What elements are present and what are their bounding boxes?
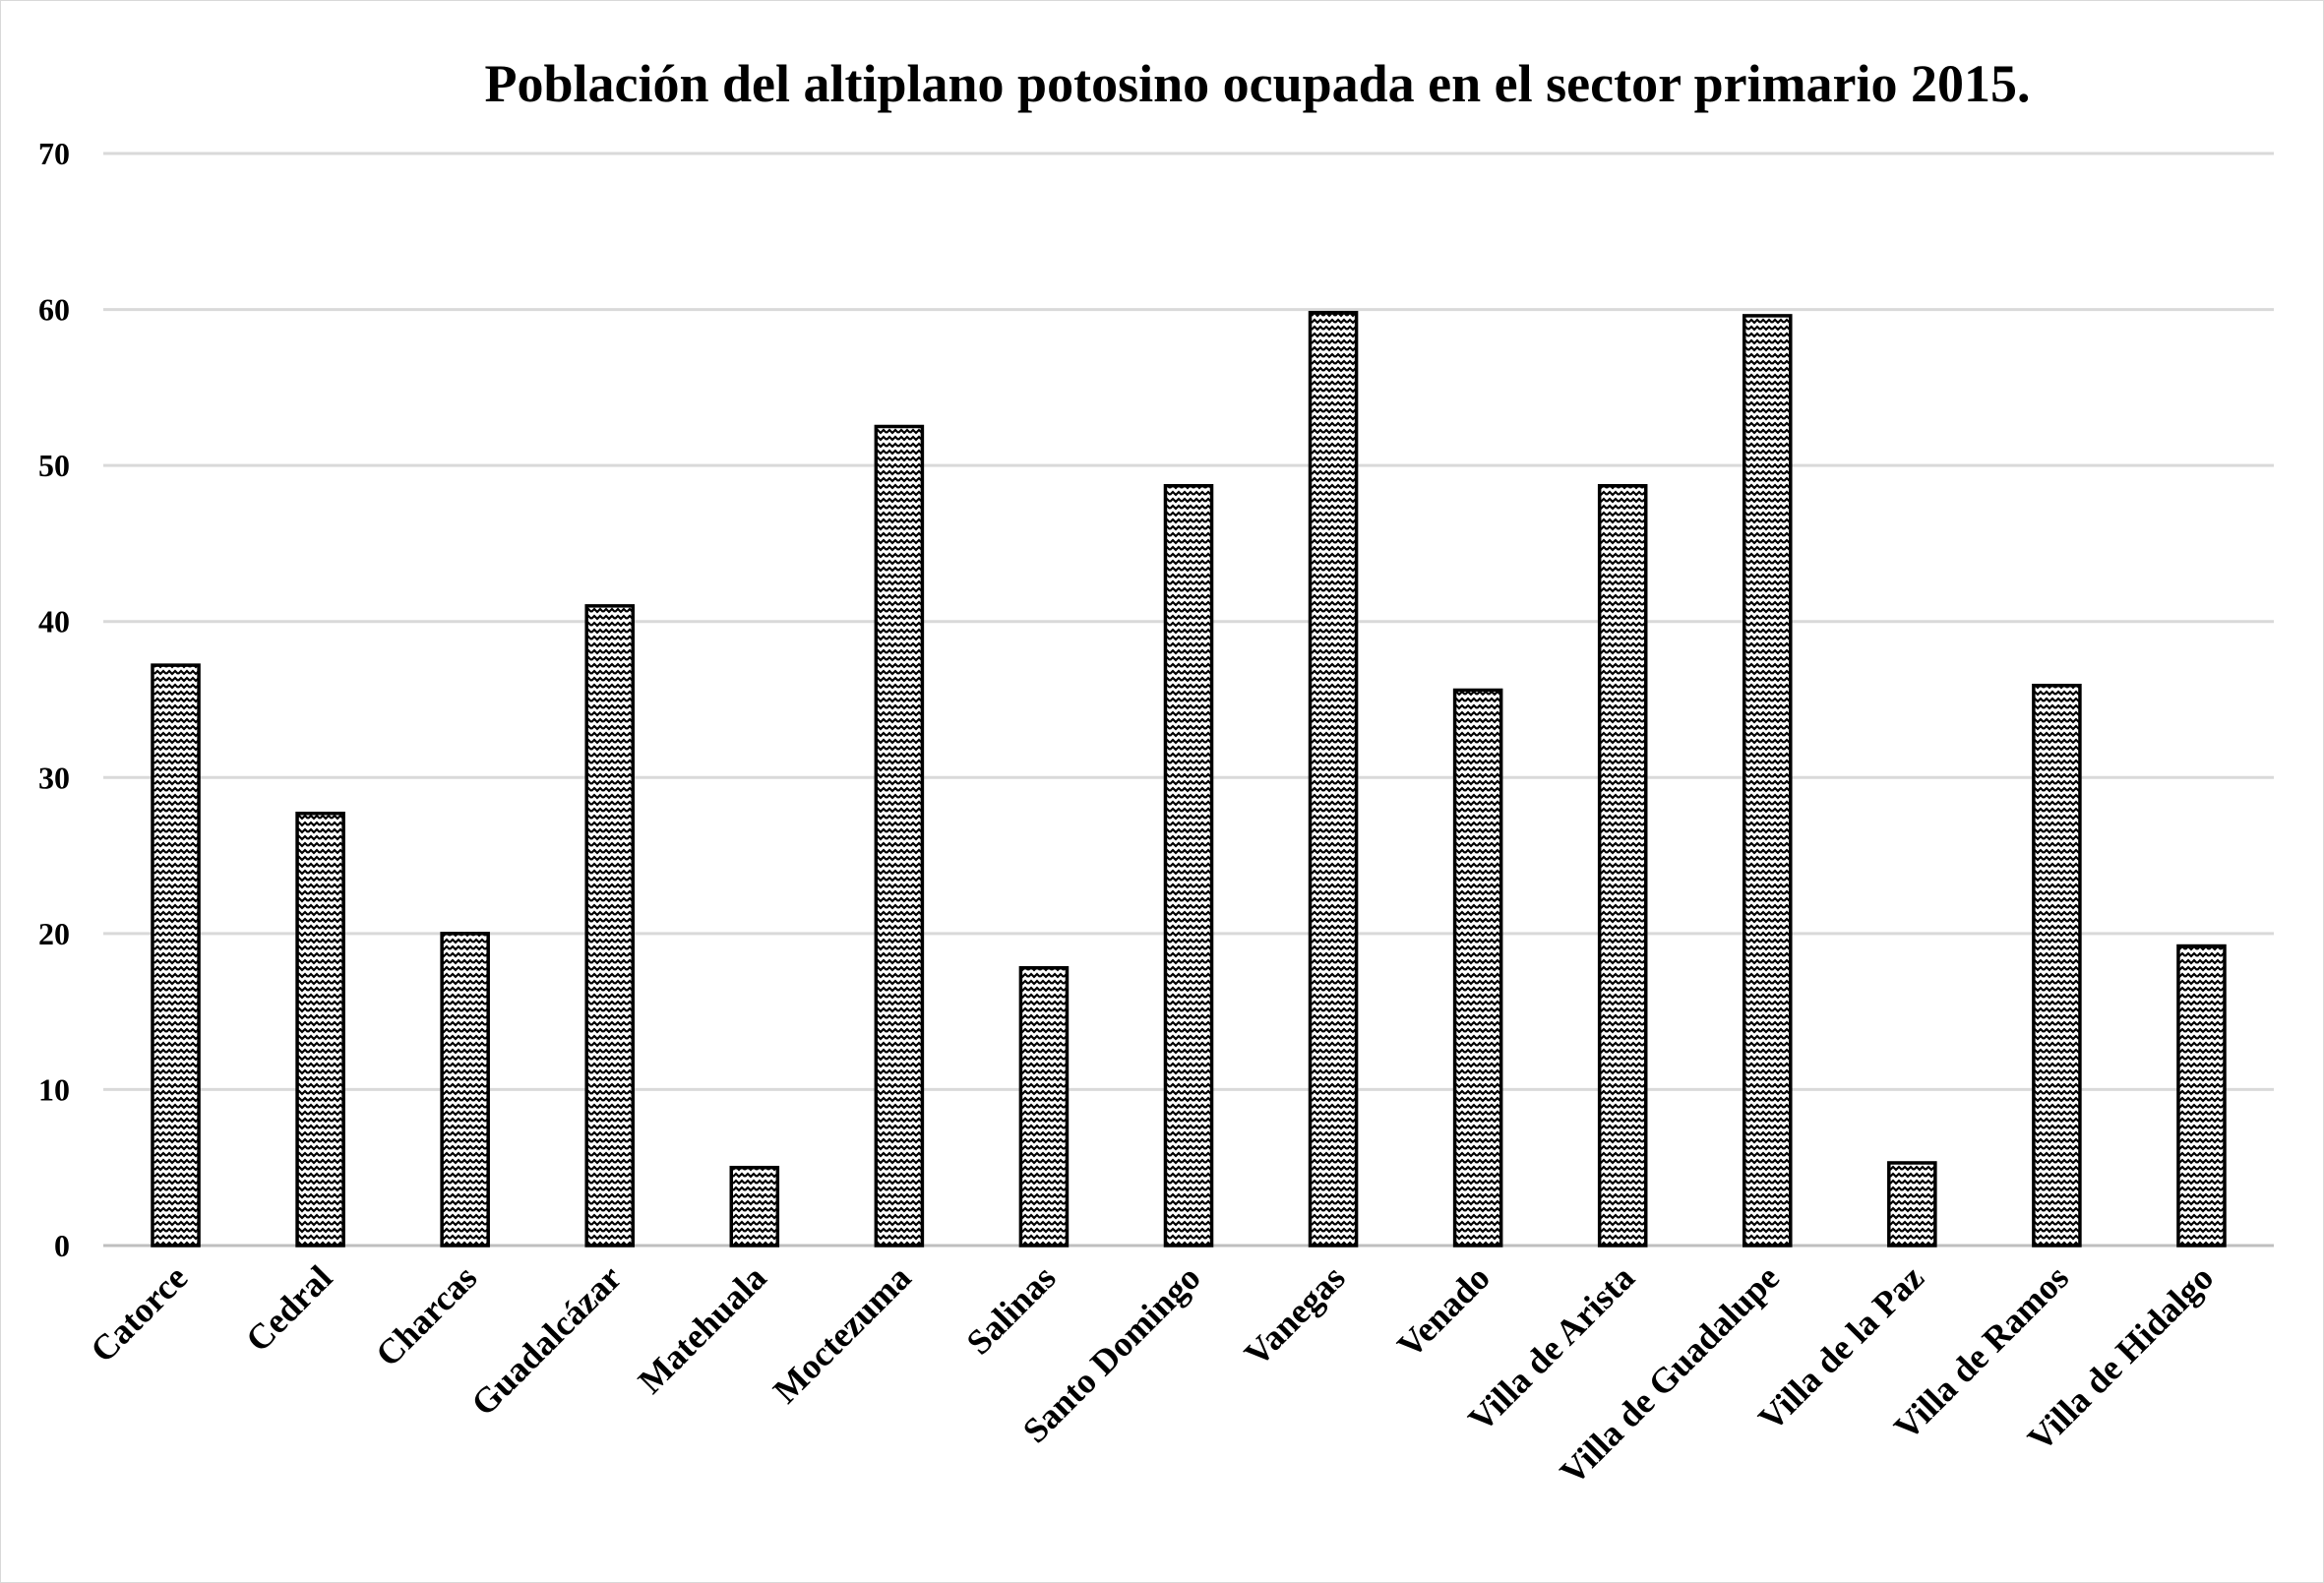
chart-title: Población del altiplano potosino ocupada…: [484, 54, 2030, 113]
bar-villa-de-arista: [1597, 484, 1648, 1248]
bar-guadalcázar: [584, 604, 636, 1248]
y-tick-label: 20: [38, 916, 70, 951]
bars: [151, 310, 2227, 1248]
y-tick-label: 60: [38, 292, 70, 328]
x-tick-label: Charcas: [368, 1257, 484, 1373]
bar-moctezuma: [874, 424, 925, 1248]
bar-vanegas: [1308, 310, 1359, 1248]
x-tick-label: Matehuala: [631, 1257, 774, 1401]
bar-cedral: [295, 812, 345, 1248]
bar-charcas: [440, 932, 490, 1248]
bar-matehuala: [729, 1165, 780, 1248]
bar-villa-de-hidalgo: [2176, 944, 2227, 1248]
bar-salinas: [1018, 965, 1070, 1248]
x-tick-label: Venado: [1389, 1257, 1497, 1365]
bar-catorce: [151, 663, 201, 1248]
x-tick-label: Guadalcázar: [463, 1257, 629, 1423]
bar-venado: [1452, 688, 1503, 1248]
bar-villa-de-guadalupe: [1742, 314, 1793, 1248]
y-tick-label: 70: [38, 136, 70, 171]
y-tick-label: 10: [38, 1071, 70, 1107]
bar-villa-de-la-paz: [1887, 1161, 1937, 1248]
y-axis-tick-labels: 0 10 20 30 40 50 60 70: [38, 136, 70, 1263]
bar-santo-domingo: [1163, 484, 1214, 1248]
x-tick-label: Salinas: [958, 1257, 1063, 1362]
x-tick-label: Vanegas: [1237, 1257, 1353, 1373]
y-tick-label: 30: [38, 760, 70, 795]
y-tick-label: 40: [38, 604, 70, 639]
bar-villa-de-ramos: [2032, 683, 2082, 1248]
x-tick-label: Moctezuma: [765, 1257, 919, 1411]
x-tick-label: Catorce: [83, 1257, 195, 1370]
y-tick-label: 50: [38, 448, 70, 483]
y-tick-label: 0: [54, 1228, 70, 1263]
x-tick-label: Cedral: [238, 1257, 339, 1359]
